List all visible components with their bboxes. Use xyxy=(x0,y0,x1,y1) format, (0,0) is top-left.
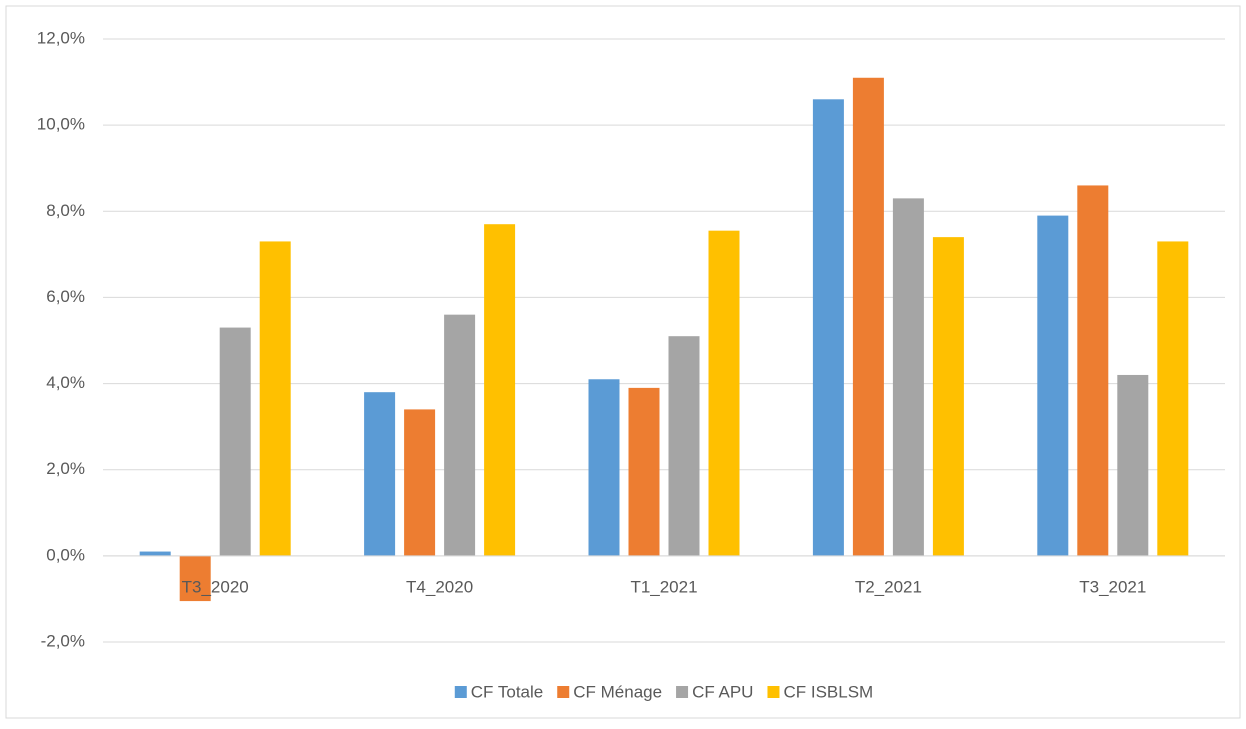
legend-swatch xyxy=(676,686,689,698)
legend-swatch xyxy=(767,686,780,698)
bar xyxy=(259,241,291,556)
bar xyxy=(932,237,964,556)
bar xyxy=(139,551,171,556)
x-tick-label: T4_2020 xyxy=(406,577,473,596)
y-tick-label: 10,0% xyxy=(37,115,85,134)
bar xyxy=(892,198,924,556)
legend-label: CF APU xyxy=(692,682,753,701)
bar xyxy=(364,392,396,556)
bar xyxy=(812,99,844,556)
legend-label: CF Ménage xyxy=(573,682,662,701)
bar xyxy=(179,555,211,602)
y-tick-label: 0,0% xyxy=(46,545,85,564)
legend-swatch xyxy=(557,686,570,698)
bar xyxy=(588,379,620,556)
y-tick-label: 2,0% xyxy=(46,459,85,478)
y-tick-label: 4,0% xyxy=(46,373,85,392)
x-tick-label: T2_2021 xyxy=(855,577,922,596)
bar xyxy=(219,327,251,556)
bar xyxy=(1157,241,1189,556)
bar xyxy=(404,409,436,556)
bar xyxy=(668,336,700,556)
bar xyxy=(484,224,516,556)
y-tick-label: 8,0% xyxy=(46,201,85,220)
x-tick-label: T1_2021 xyxy=(630,577,697,596)
y-tick-label: 12,0% xyxy=(37,28,85,47)
x-tick-label: T3_2021 xyxy=(1079,577,1146,596)
x-tick-label: T3_2020 xyxy=(182,577,249,596)
y-tick-label: 6,0% xyxy=(46,287,85,306)
y-tick-label: -2,0% xyxy=(41,631,85,650)
bar xyxy=(1077,185,1109,556)
bar xyxy=(628,387,660,556)
bar xyxy=(444,314,476,556)
bar xyxy=(852,77,884,556)
bar xyxy=(708,230,740,556)
bar xyxy=(1037,215,1069,556)
legend-swatch xyxy=(454,686,467,698)
legend-label: CF Totale xyxy=(471,682,543,701)
legend-label: CF ISBLSM xyxy=(783,682,873,701)
bar xyxy=(1117,374,1149,556)
